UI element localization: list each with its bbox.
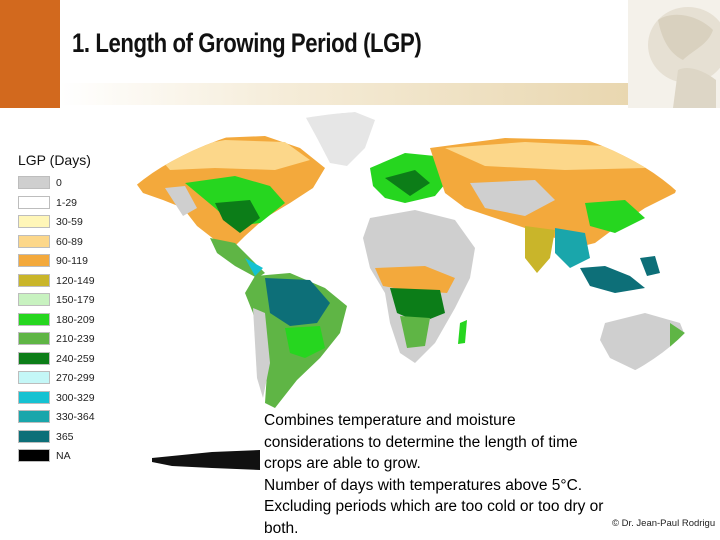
caption-line: Excluding periods which are too cold or … xyxy=(264,498,604,515)
legend-item: 330-364 xyxy=(18,410,138,424)
legend-item: 240-259 xyxy=(18,351,138,366)
title-band xyxy=(60,83,628,105)
legend-swatch xyxy=(18,215,50,228)
legend-swatch xyxy=(18,195,50,209)
legend-label: 120-149 xyxy=(56,274,95,287)
legend-swatch xyxy=(18,332,50,345)
legend-swatch xyxy=(18,410,50,423)
legend-item: 60-89 xyxy=(18,234,138,249)
ink-smudge xyxy=(152,450,260,470)
accent-bar xyxy=(0,0,60,108)
legend-item: 120-149 xyxy=(18,273,138,288)
caption-line: Number of days with temperatures above 5… xyxy=(264,476,583,494)
legend-label: 0 xyxy=(56,177,62,189)
legend-swatch xyxy=(18,429,50,443)
legend-label: 270-299 xyxy=(56,372,95,384)
world-lgp-map xyxy=(91,110,715,422)
legend-item: 1-29 xyxy=(18,195,138,210)
legend-label: NA xyxy=(56,450,71,462)
legend-swatch xyxy=(18,351,50,365)
caption-line: Combines temperature and moisture xyxy=(264,412,516,429)
legend-label: 30-59 xyxy=(56,216,83,228)
legend-label: 60-89 xyxy=(56,235,83,248)
caption-line: considerations to determine the length o… xyxy=(264,433,578,451)
legend-label: 365 xyxy=(56,430,74,443)
southeast-asia xyxy=(580,266,645,293)
legend-item: 0 xyxy=(18,176,138,190)
legend-label: 150-179 xyxy=(56,294,95,306)
slide-title: 1. Length of Growing Period (LGP) xyxy=(72,28,422,58)
corner-globe-image xyxy=(628,0,720,108)
legend-item: 300-329 xyxy=(18,390,138,405)
legend-item: 365 xyxy=(18,429,138,444)
india xyxy=(525,226,555,273)
legend-title: LGP (Days) xyxy=(18,152,91,168)
legend-label: 90-119 xyxy=(56,255,88,267)
caption-line: both. xyxy=(264,519,299,537)
caption-line: crops are able to grow. xyxy=(264,455,421,472)
legend-swatch xyxy=(18,254,50,267)
legend-label: 180-209 xyxy=(56,313,95,326)
legend-label: 1-29 xyxy=(56,196,78,209)
legend-item: 90-119 xyxy=(18,254,138,268)
legend-item: 30-59 xyxy=(18,215,138,229)
legend-item: 150-179 xyxy=(18,293,138,307)
legend-label: 330-364 xyxy=(56,411,95,423)
legend-swatch xyxy=(18,273,50,287)
legend-swatch xyxy=(18,176,50,189)
legend-swatch xyxy=(18,371,50,384)
legend-swatch xyxy=(18,390,50,404)
legend-item: NA xyxy=(18,449,138,463)
legend-swatch xyxy=(18,293,50,306)
legend-label: 300-329 xyxy=(56,391,95,404)
legend-swatch xyxy=(18,234,50,248)
legend-label: 240-259 xyxy=(56,352,95,365)
legend-item: 210-239 xyxy=(18,332,138,346)
credit: © Dr. Jean-Paul Rodrigu xyxy=(612,518,716,529)
legend-swatch xyxy=(18,449,50,462)
legend-label: 210-239 xyxy=(56,333,95,345)
legend-swatch xyxy=(18,312,50,326)
legend-item: 270-299 xyxy=(18,371,138,385)
caption: Combines temperature and moisture consid… xyxy=(264,410,684,539)
greenland xyxy=(305,112,375,166)
legend-item: 180-209 xyxy=(18,312,138,327)
